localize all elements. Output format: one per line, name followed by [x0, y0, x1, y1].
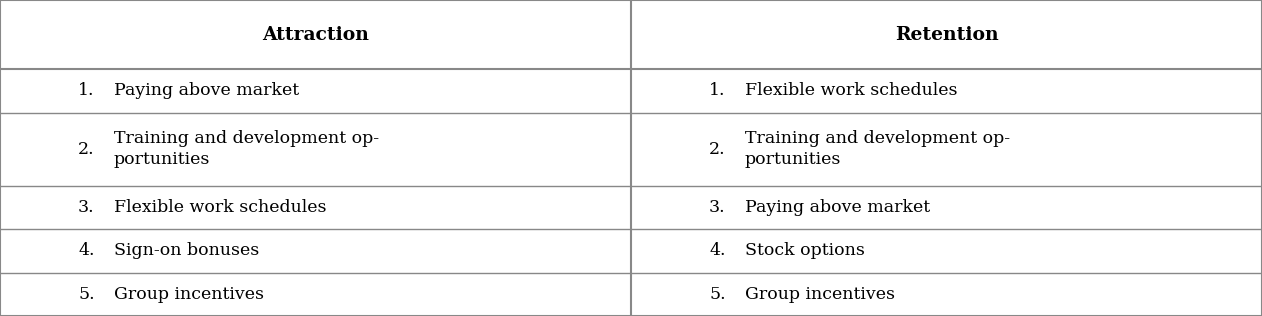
Text: 2.: 2.: [709, 141, 726, 158]
Text: 5.: 5.: [78, 286, 95, 303]
Text: Sign-on bonuses: Sign-on bonuses: [114, 242, 259, 259]
Text: Training and development op-
portunities: Training and development op- portunities: [745, 130, 1010, 168]
Text: 4.: 4.: [78, 242, 95, 259]
Text: Retention: Retention: [895, 26, 998, 44]
Text: 3.: 3.: [709, 199, 726, 216]
Text: Attraction: Attraction: [262, 26, 369, 44]
Text: 4.: 4.: [709, 242, 726, 259]
Text: Paying above market: Paying above market: [745, 199, 930, 216]
Text: Stock options: Stock options: [745, 242, 864, 259]
Text: Paying above market: Paying above market: [114, 82, 299, 99]
Text: Group incentives: Group incentives: [114, 286, 264, 303]
Text: 2.: 2.: [78, 141, 95, 158]
Text: Flexible work schedules: Flexible work schedules: [114, 199, 326, 216]
Text: 1.: 1.: [78, 82, 95, 99]
Text: Training and development op-
portunities: Training and development op- portunities: [114, 130, 379, 168]
Text: Flexible work schedules: Flexible work schedules: [745, 82, 957, 99]
Text: 5.: 5.: [709, 286, 726, 303]
Text: Group incentives: Group incentives: [745, 286, 895, 303]
Text: 1.: 1.: [709, 82, 726, 99]
Text: 3.: 3.: [78, 199, 95, 216]
